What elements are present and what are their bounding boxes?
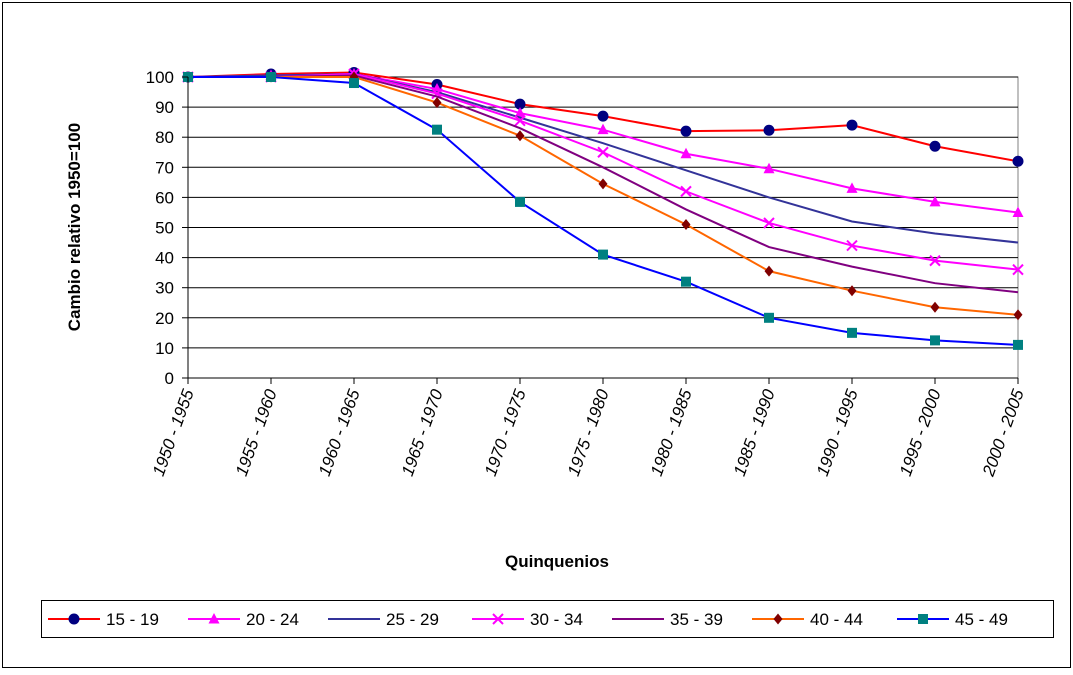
data-point [432,124,442,135]
legend-label: 40 - 44 [810,610,863,629]
series-line [188,74,1019,294]
data-point [681,218,691,230]
legend-label: 35 - 39 [670,610,723,629]
data-point [918,614,928,624]
series-layer [182,66,1024,350]
data-point [597,146,609,158]
data-point [763,124,775,136]
data-point [764,312,774,323]
y-tick-label: 10 [155,339,174,358]
data-point [266,72,276,82]
data-point [773,613,783,625]
data-point [492,613,504,625]
legend: 15 - 19 20 - 24 25 - 29 30 - 34 35 - 39 40 - … [48,610,1008,629]
data-point [515,196,525,207]
data-point [847,327,857,338]
data-point [930,301,940,313]
legend-item: 30 - 34 [472,610,583,629]
data-point [598,249,608,260]
legend-item: 25 - 29 [328,610,439,629]
data-point [929,195,941,207]
y-tick-label: 100 [146,68,174,87]
data-point [763,217,775,229]
data-point [514,107,526,118]
data-point [1013,309,1023,321]
y-tick-label: 90 [155,98,174,117]
data-point [847,285,857,297]
data-point [598,178,608,190]
data-point [763,162,775,174]
data-point [514,114,526,127]
data-point [597,110,609,122]
y-tick-label: 70 [155,158,174,177]
y-axis-title: Cambio relativo 1950=100 [65,123,84,331]
legend-item: 20 - 24 [188,610,299,629]
y-tick-label: 50 [155,219,174,238]
data-point [846,182,858,193]
data-point [680,147,692,159]
data-point [597,123,609,135]
data-point [1012,263,1024,276]
legend-label: 45 - 49 [955,610,1008,629]
y-tick-label: 40 [155,249,174,268]
data-point [68,613,80,625]
data-point [1013,339,1023,350]
legend-item: 40 - 44 [752,610,863,629]
data-point [208,613,220,624]
y-tick-label: 0 [165,369,174,388]
data-point [1012,155,1024,167]
y-tick-label: 30 [155,279,174,298]
series-45-49 [183,72,1023,350]
data-point [846,239,858,252]
data-point [764,265,774,277]
series-35-39 [188,74,1019,294]
legend-item: 15 - 19 [48,610,159,629]
legend-item: 35 - 39 [612,610,723,629]
legend-label: 25 - 29 [386,610,439,629]
legend-label: 30 - 34 [530,610,583,629]
data-point [681,276,691,287]
data-point [680,185,692,198]
legend-label: 15 - 19 [106,610,159,629]
data-point [1012,206,1024,217]
y-tick-label: 80 [155,128,174,147]
data-point [930,335,940,346]
data-point [929,254,941,267]
data-point [929,140,941,152]
data-point [349,78,359,89]
legend-label: 20 - 24 [246,610,299,629]
y-tick-label: 60 [155,188,174,207]
x-axis-title: Quinquenios [505,552,609,571]
legend-item: 45 - 49 [897,610,1008,629]
data-point [680,125,692,137]
data-point [846,119,858,131]
data-point [432,97,442,109]
y-tick-label: 20 [155,309,174,328]
data-point [515,130,525,142]
